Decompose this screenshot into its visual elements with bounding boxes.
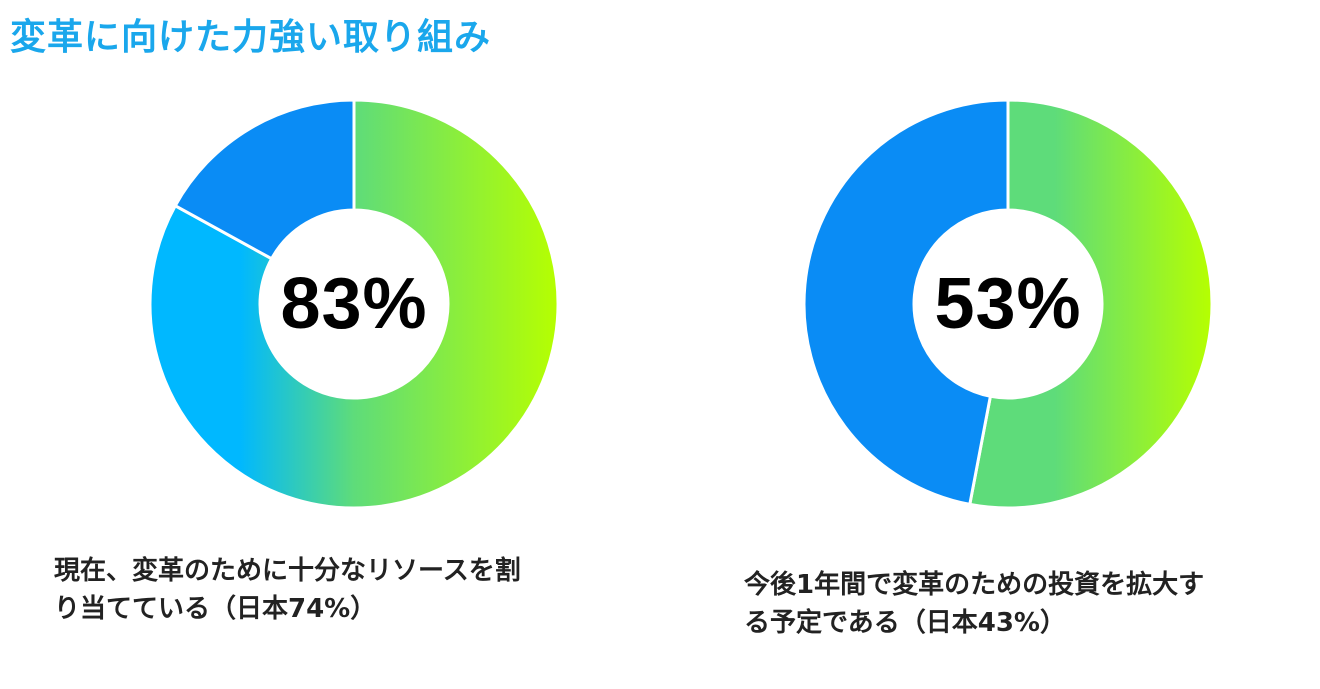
caption-right: 今後1年間で変革のための投資を拡大す る予定である（日本43%） <box>744 570 1205 638</box>
donut-chart-right: 53% <box>800 96 1216 512</box>
center-percentage-left: 83% <box>280 264 428 344</box>
donut-segment-remainder <box>173 98 356 261</box>
donut-svg-right <box>802 98 1214 510</box>
donut-segment-main <box>968 98 1214 510</box>
center-percentage-right: 53% <box>934 264 1082 344</box>
donut-svg-left <box>148 98 560 510</box>
donut-segment-remainder <box>802 98 1010 507</box>
donut-chart-left: 83% <box>146 96 562 512</box>
donut-segment-main <box>148 98 560 510</box>
caption-left: 現在、変革のために十分なリソースを割 り当てている（日本74%） <box>54 556 521 624</box>
page-title: 変革に向けた力強い取り組み <box>10 17 492 58</box>
